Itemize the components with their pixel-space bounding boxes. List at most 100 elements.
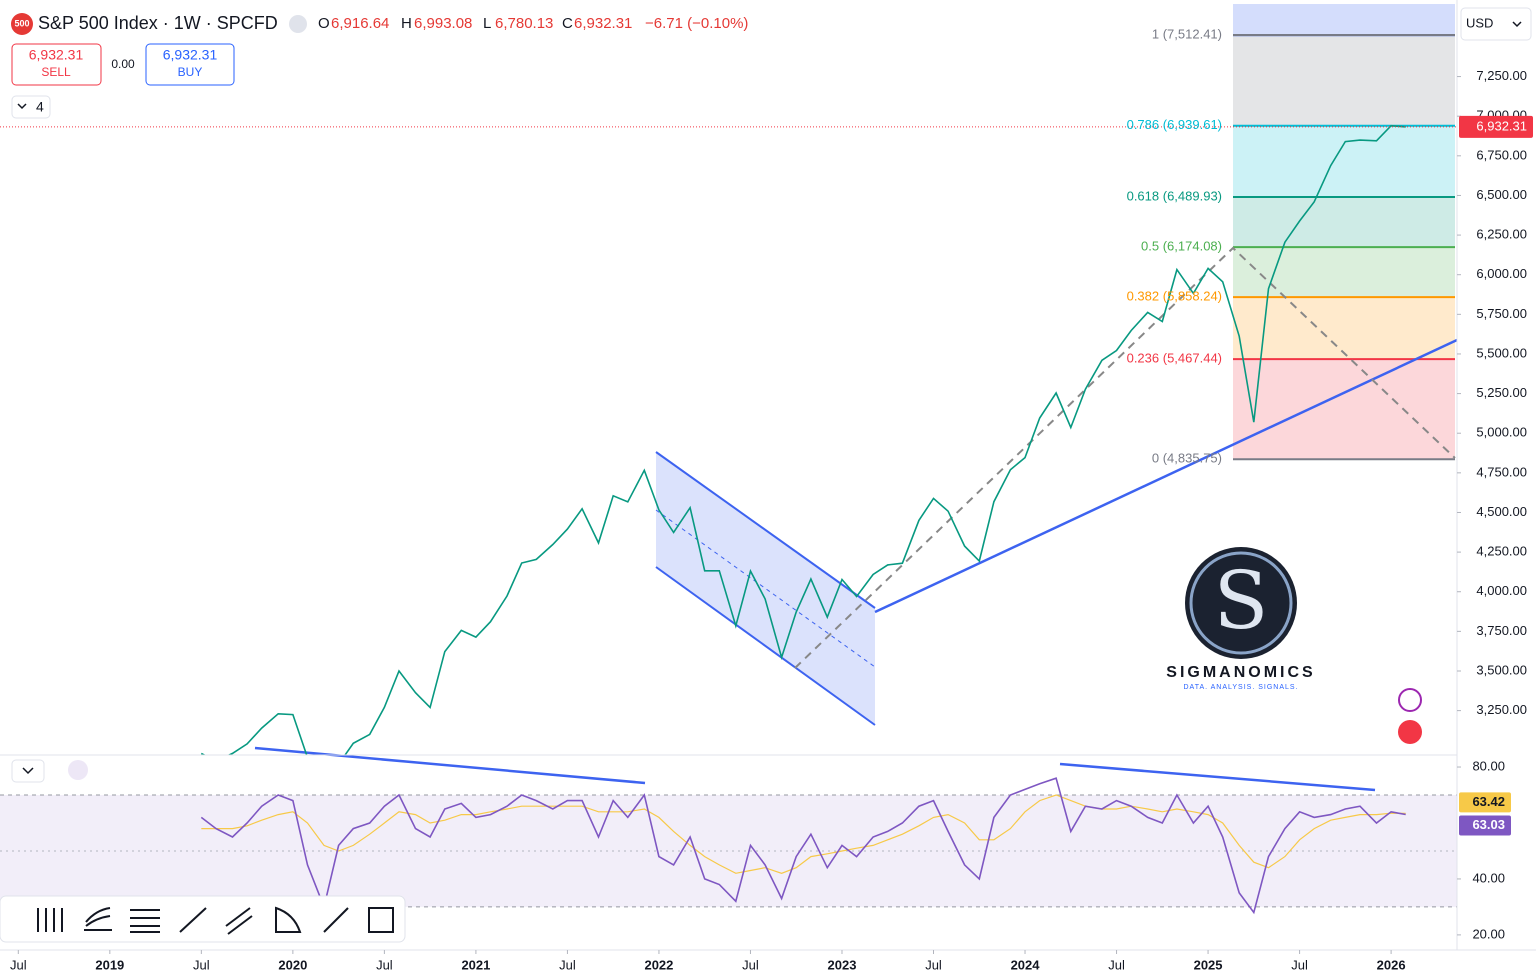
series-line <box>200 124 1406 755</box>
y-tick-label: 20.00 <box>1472 926 1505 941</box>
sell-label: SELL <box>41 65 71 79</box>
pane-collapse[interactable] <box>11 759 45 783</box>
last-price-tag <box>1459 115 1533 138</box>
toolbar <box>0 895 406 943</box>
toolbar-bg <box>0 895 406 943</box>
tool-icon[interactable] <box>84 907 112 931</box>
flag-icon[interactable] <box>1398 720 1422 744</box>
y-tick-label: 4,500.00 <box>1476 504 1527 519</box>
symbol-icon <box>11 13 33 35</box>
y-tick-label: 6,500.00 <box>1476 187 1527 202</box>
channel-mid <box>655 509 876 668</box>
x-tick-label: Jul <box>1108 957 1125 972</box>
y-tick-label: 4,250.00 <box>1476 544 1527 559</box>
last-price-label: 6,932.31 <box>1476 118 1527 133</box>
rsi-value-tag <box>1459 815 1511 836</box>
y-tick-label: 6,750.00 <box>1476 147 1527 162</box>
fib-top-zone <box>1233 4 1455 37</box>
x-tick-label: 2026 <box>1377 957 1406 972</box>
y-tick-label: 80.00 <box>1472 758 1505 773</box>
fib-zone <box>1233 34 1455 126</box>
buy-price: 6,932.31 <box>163 47 218 63</box>
x-tick-label: 2020 <box>278 957 307 972</box>
series-line <box>201 794 1406 874</box>
fib-label: 0.5 (6,174.08) <box>1141 239 1222 254</box>
drawings <box>254 246 1458 792</box>
ohlc-label: C <box>562 15 573 32</box>
logo-ring <box>1189 551 1293 655</box>
x-tick-label: Jul <box>376 957 393 972</box>
fib-retracement <box>1233 33 1455 461</box>
rsi-trend-right <box>1059 762 1376 792</box>
channel-fill <box>656 452 875 725</box>
tool-icon[interactable] <box>275 906 302 933</box>
scale-labels: 1 (7,512.41) 0.786 (6,939.61) 0.618 (6,489… <box>10 26 1533 972</box>
chevron <box>1512 21 1522 28</box>
refresh-icon[interactable] <box>68 760 88 780</box>
tool-icon[interactable] <box>225 907 253 935</box>
background <box>1233 4 1455 37</box>
y-tick-label: 6,250.00 <box>1476 227 1527 242</box>
x-tick-label: Jul <box>925 957 942 972</box>
y-tick-label: 5,750.00 <box>1476 306 1527 321</box>
y-tick-label: 3,250.00 <box>1476 702 1527 717</box>
fib-label: 1 (7,512.41) <box>1152 26 1222 41</box>
ohlc-value: 6,916.64 <box>331 15 389 32</box>
tool-icon[interactable] <box>130 909 160 933</box>
change: −6.71 (−0.10%) <box>645 15 748 32</box>
header: 500 S&P 500 Index · 1W · SPCFD O 6,916.6… <box>11 7 1532 783</box>
rsi-value-label: 63.42 <box>1472 794 1505 809</box>
fib-zone <box>1233 125 1455 198</box>
currency: USD <box>1466 15 1493 30</box>
chevron <box>22 767 34 775</box>
indicators-toggle[interactable] <box>11 95 51 119</box>
price-scale-bg <box>1457 0 1536 975</box>
ohlc-value: 6,932.31 <box>574 15 632 32</box>
y-tick-label: 5,000.00 <box>1476 425 1527 440</box>
logo-circle <box>1185 547 1297 659</box>
ohlc-label: O <box>318 15 330 32</box>
x-tick-label: 2019 <box>95 957 124 972</box>
channel-upper <box>655 451 876 609</box>
buy-button[interactable] <box>145 43 235 86</box>
series-line <box>200 777 1406 915</box>
x-tick-label: Jul <box>742 957 759 972</box>
x-tick-label: 2024 <box>1011 957 1041 972</box>
y-tick-label: 3,500.00 <box>1476 662 1527 677</box>
fib-zone <box>1233 197 1455 248</box>
y-tick-label: 6,000.00 <box>1476 266 1527 281</box>
alert-icon[interactable] <box>1398 688 1422 712</box>
fib-label: 0.236 (5,467.44) <box>1127 351 1222 366</box>
tool-icon[interactable] <box>368 907 394 933</box>
tool-icon[interactable] <box>179 907 207 933</box>
channel-lower <box>655 566 876 726</box>
buy-label: BUY <box>178 65 203 79</box>
x-tick-label: Jul <box>193 957 210 972</box>
brand-name: SIGMANOMICS <box>1166 664 1315 681</box>
y-tick-label: 5,250.00 <box>1476 385 1527 400</box>
symbol-title[interactable]: S&P 500 Index · 1W · SPCFD <box>38 13 278 33</box>
x-tick-label: 2023 <box>828 957 857 972</box>
fib-zone <box>1233 359 1455 460</box>
trend-line <box>874 338 1458 614</box>
rsi-pane <box>0 777 1457 915</box>
fib-zone <box>1233 297 1455 360</box>
y-tick-label: 40.00 <box>1472 870 1505 885</box>
ohlc-value: 6,780.13 <box>495 15 553 32</box>
x-tick-label: Jul <box>10 957 27 972</box>
currency-button[interactable] <box>1460 7 1532 41</box>
fib-label: 0.618 (6,489.93) <box>1127 188 1222 203</box>
tool-icon[interactable] <box>323 907 349 933</box>
y-tick-label: 4,750.00 <box>1476 464 1527 479</box>
rsi-value-label: 63.03 <box>1472 817 1505 832</box>
y-tick-label: 3,750.00 <box>1476 623 1527 638</box>
tool-icon[interactable] <box>37 908 63 932</box>
ohlc-label: L <box>483 15 491 32</box>
brand-tagline: DATA. ANALYSIS. SIGNALS. <box>1183 684 1298 691</box>
rsi-band <box>0 795 1457 907</box>
rsi-value-tag <box>1459 792 1511 813</box>
sell-button[interactable] <box>11 43 102 86</box>
